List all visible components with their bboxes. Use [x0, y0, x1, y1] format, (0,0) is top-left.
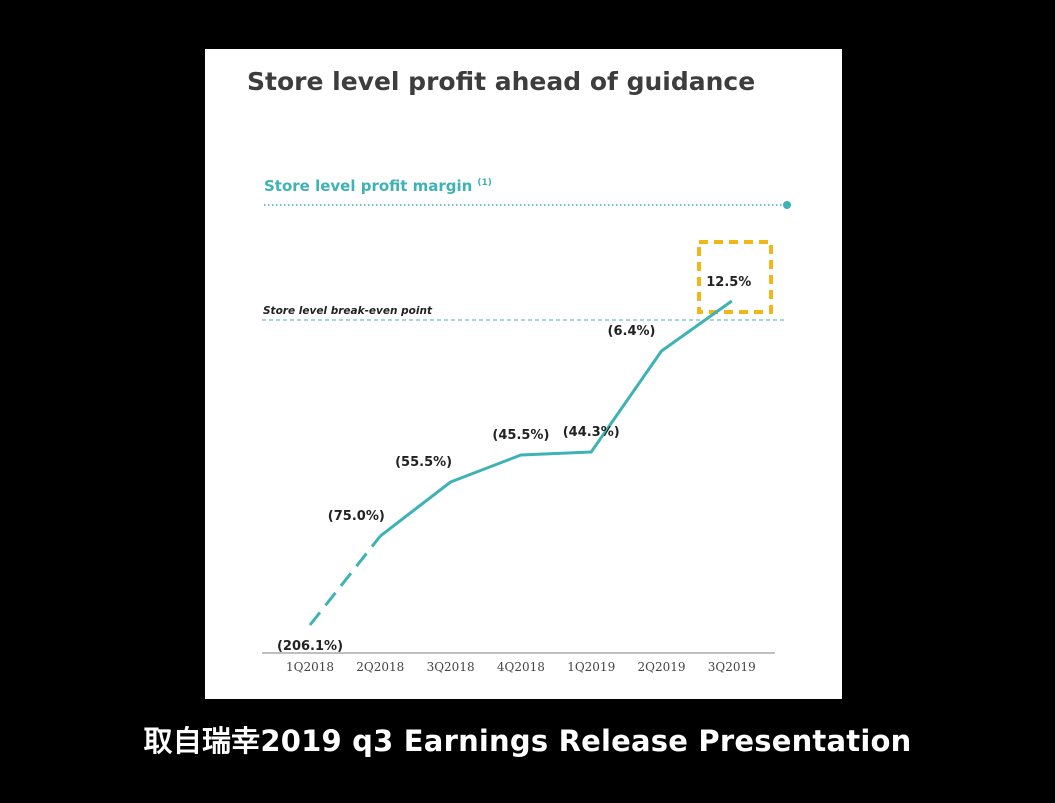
x-tick-label: 2Q2018: [356, 660, 404, 674]
series-line-solid: [379, 299, 733, 538]
x-tick-label: 4Q2018: [497, 660, 545, 674]
chart-subtitle: Store level profit margin (1): [264, 177, 492, 195]
series-layer: [308, 299, 733, 626]
highlight-box: [697, 240, 773, 314]
data-label: (45.5%): [492, 428, 549, 443]
chart-subtitle-text: Store level profit margin: [264, 177, 472, 195]
subtitle-line-endpoint: [783, 201, 791, 209]
data-label: (6.4%): [608, 324, 656, 339]
x-tick-label: 3Q2018: [427, 660, 475, 674]
x-tick-label: 1Q2018: [286, 660, 334, 674]
x-tick-labels: 1Q2018 2Q2018 3Q2018 4Q2018 1Q2019 2Q2019 3Q20…: [286, 660, 756, 674]
series-segment-dashed: [308, 535, 382, 626]
data-label: (44.3%): [563, 425, 620, 440]
data-label: (75.0%): [328, 509, 385, 524]
chart: Store level profit ahead of guidance Sto…: [247, 67, 791, 674]
data-label: 12.5%: [706, 275, 751, 290]
chart-title: Store level profit ahead of guidance: [247, 67, 755, 96]
x-tick-label: 2Q2019: [637, 660, 685, 674]
slide: Store level profit ahead of guidance Sto…: [205, 49, 842, 699]
x-tick-label: 1Q2019: [567, 660, 615, 674]
data-label: (55.5%): [395, 455, 452, 470]
source-caption: 取自瑞幸2019 q3 Earnings Release Presentatio…: [143, 724, 912, 758]
data-label: (206.1%): [277, 639, 343, 654]
break-even-label: Store level break-even point: [263, 305, 433, 317]
chart-subtitle-footnote: (1): [477, 178, 492, 188]
x-tick-label: 3Q2019: [708, 660, 756, 674]
data-labels: (206.1%) (75.0%) (55.5%) (45.5%) (44.3%) (6.4…: [277, 275, 751, 654]
